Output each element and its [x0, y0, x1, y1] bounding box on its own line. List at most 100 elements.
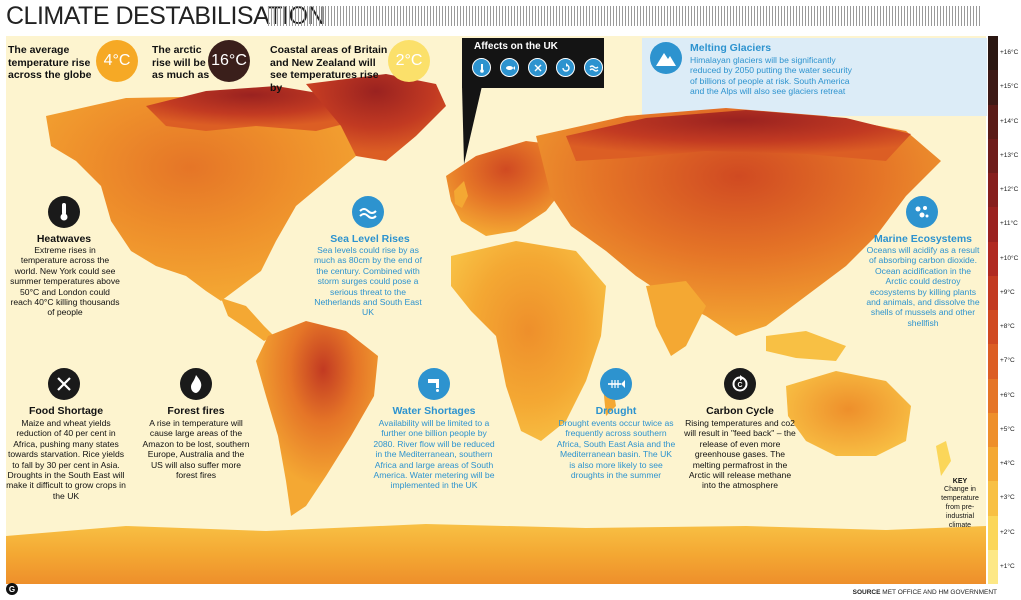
water-title: Water Shortages: [392, 405, 476, 417]
siberia: [566, 110, 911, 161]
carbon-cycle-icon: C: [724, 368, 756, 400]
water-body: Availability will be limited to a furthe…: [373, 418, 495, 491]
legend-color-band: [988, 138, 998, 173]
legend-color-band: [988, 104, 998, 139]
legend-tick-label: +2°C: [1000, 528, 1015, 536]
marine-title: Marine Ecosystems: [873, 233, 973, 245]
stat-arctic-badge: 16°C: [208, 40, 250, 82]
legend-tick-label: +4°C: [1000, 460, 1015, 468]
fire-icon: [180, 368, 212, 400]
legend-tick-label: +10°C: [1000, 254, 1019, 262]
tap-icon: [418, 368, 450, 400]
legend-key: KEY Change in temperature from pre-indus…: [934, 478, 986, 530]
svg-text:C: C: [737, 382, 742, 389]
glacier-panel: [642, 38, 987, 116]
stat-global-value: 4°C: [103, 52, 131, 69]
carbon-body: Rising temperatures and co2 will result …: [684, 418, 796, 491]
thermometer-icon: [472, 58, 491, 77]
se-asia: [766, 331, 846, 361]
legend-color-band: [988, 378, 998, 413]
india: [646, 281, 706, 356]
legend-color-band: [988, 173, 998, 208]
sea-level-body: Sea levels could rise by as much as 80cm…: [314, 245, 422, 318]
legend-tick-label: +7°C: [1000, 357, 1015, 365]
legend-tick-label: +8°C: [1000, 323, 1015, 331]
legend-tick-label: +9°C: [1000, 288, 1015, 296]
legend-key-body: Change in temperature from pre-industria…: [941, 486, 979, 529]
stat-global-text: The average temperature rise across the …: [8, 44, 92, 81]
carbon-cycle-icon: [556, 58, 575, 77]
source-credit: SOURCE MET OFFICE AND HM GOVERNMENT: [853, 589, 997, 596]
thermometer-icon: [48, 196, 80, 228]
wave-icon: [352, 196, 384, 228]
legend-color-band: [988, 70, 998, 105]
heatwaves-body: Extreme rises in temperature across the …: [10, 245, 120, 318]
legend-color-band: [988, 412, 998, 447]
new-zealand: [936, 441, 951, 476]
sea-level-title: Sea Level Rises: [330, 233, 410, 245]
legend-color-band: [988, 515, 998, 550]
source-label: SOURCE: [852, 589, 881, 596]
cutlery-icon: [48, 368, 80, 400]
fires-body: A rise in temperature will cause large a…: [142, 418, 250, 481]
legend-tick-label: +11°C: [1000, 220, 1018, 228]
wave-icon: [584, 58, 603, 77]
glaciers-title: Melting Glaciers: [690, 42, 772, 54]
fish-icon: [500, 58, 519, 77]
uk-islands: [454, 181, 468, 208]
legend-color-band: [988, 481, 998, 516]
south-america: [256, 321, 378, 516]
bubbles-icon: [906, 196, 938, 228]
stat-coastal-text: Coastal areas of Britain and New Zealand…: [270, 44, 388, 94]
title-rule: [268, 6, 980, 26]
legend-tick-label: +12°C: [1000, 186, 1019, 194]
arctic-islands: [146, 86, 356, 131]
central-america: [221, 298, 274, 341]
uk-affects-title: Affects on the UK: [474, 41, 558, 52]
stat-global-badge: 4°C: [96, 40, 138, 82]
carbon-title: Carbon Cycle: [706, 405, 774, 417]
legend-tick-label: +14°C: [1000, 117, 1019, 125]
legend-color-band: [988, 310, 998, 345]
marine-body: Oceans will acidify as a result of absor…: [866, 245, 980, 328]
legend-color-band: [988, 447, 998, 482]
legend-tick-label: +1°C: [1000, 562, 1015, 570]
mountain-icon: [650, 42, 682, 74]
world-map: [6, 74, 986, 584]
food-body: Maize and wheat yields reduction of 40 p…: [6, 418, 126, 501]
legend-color-band: [988, 549, 998, 584]
antarctica: [6, 524, 986, 584]
legend-color-band: [988, 207, 998, 242]
glaciers-body: Himalayan glaciers will be significantly…: [690, 55, 852, 97]
legend-tick-label: +3°C: [1000, 494, 1015, 502]
africa: [451, 241, 606, 441]
legend-tick-label: +13°C: [1000, 151, 1019, 159]
cutlery-icon: [528, 58, 547, 77]
legend-key-title: KEY: [952, 478, 968, 485]
legend-tick-label: +6°C: [1000, 391, 1015, 399]
temperature-legend: [988, 36, 998, 584]
europe: [446, 141, 566, 236]
uk-icon-row: [472, 58, 603, 77]
food-title: Food Shortage: [28, 405, 104, 417]
legend-tick-label: +15°C: [1000, 83, 1019, 91]
fish-skeleton-icon: [600, 368, 632, 400]
stat-coastal-value: 2°C: [395, 52, 423, 69]
stat-arctic-value: 16°C: [211, 52, 247, 69]
legend-tick-label: +16°C: [1000, 49, 1019, 57]
uk-pointer: [462, 86, 482, 164]
greenland: [306, 74, 446, 161]
stat-arctic-text: The arctic rise will be as much as: [152, 44, 210, 81]
asia: [536, 108, 941, 336]
legend-color-band: [988, 36, 998, 71]
north-america: [46, 96, 366, 301]
legend-color-band: [988, 344, 998, 379]
legend-tick-label: +5°C: [1000, 425, 1015, 433]
legend-color-band: [988, 275, 998, 310]
drought-title: Drought: [595, 405, 637, 417]
publisher-logo: G: [6, 583, 18, 595]
fires-title: Forest fires: [167, 405, 225, 417]
source-text: MET OFFICE AND HM GOVERNMENT: [882, 589, 997, 596]
legend-color-band: [988, 241, 998, 276]
australia: [786, 371, 911, 456]
